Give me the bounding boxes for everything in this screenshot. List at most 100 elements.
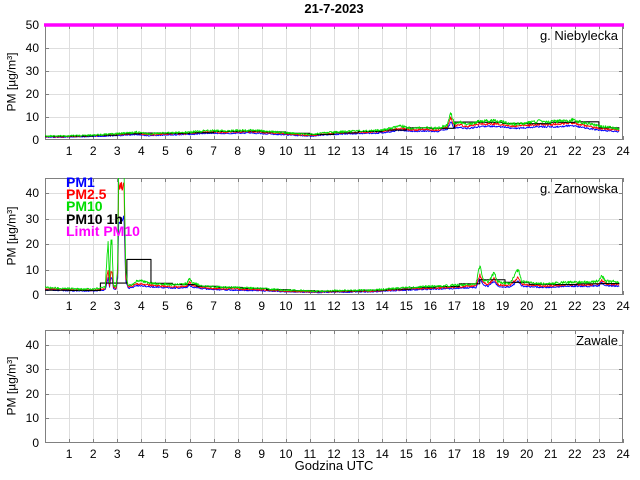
x-tick-label: 24 bbox=[616, 144, 630, 158]
station-label-niebylecka: g. Niebylecka bbox=[539, 28, 618, 43]
x-tick-label: 6 bbox=[186, 144, 193, 158]
x-tick-label: 14 bbox=[375, 447, 389, 461]
x-tick-label: 15 bbox=[399, 447, 413, 461]
x-tick-label: 20 bbox=[519, 447, 534, 461]
y-tick-label: 10 bbox=[25, 110, 39, 124]
y-axis-label-panel1: PM [µg/m³] bbox=[4, 52, 19, 112]
x-tick-label: 10 bbox=[279, 447, 293, 461]
station-label-zarnowska: g. Zarnowska bbox=[539, 181, 618, 196]
x-tick-label: 3 bbox=[113, 144, 121, 158]
y-tick-label: 20 bbox=[25, 87, 39, 101]
station-label-zawale: Zawale bbox=[576, 333, 618, 348]
x-tick-label: 13 bbox=[351, 144, 365, 158]
x-tick-label: 17 bbox=[447, 299, 462, 313]
x-tick-label: 8 bbox=[234, 144, 241, 158]
x-tick-label: 8 bbox=[234, 447, 241, 461]
x-tick-label: 8 bbox=[234, 299, 241, 313]
x-tick-label: 15 bbox=[399, 144, 413, 158]
x-tick-label: 4 bbox=[137, 299, 145, 313]
y-tick-label: 30 bbox=[25, 362, 39, 377]
y-tick-label: 10 bbox=[25, 262, 39, 277]
x-tick-label: 19 bbox=[495, 447, 510, 461]
x-tick-label: 5 bbox=[162, 144, 169, 158]
x-axis-label: Godzina UTC bbox=[294, 458, 374, 473]
x-tick-label: 5 bbox=[162, 447, 169, 461]
x-tick-label: 24 bbox=[616, 447, 630, 461]
x-tick-label: 5 bbox=[162, 299, 169, 313]
x-tick-label: 11 bbox=[303, 144, 317, 158]
x-tick-label: 12 bbox=[327, 447, 341, 461]
x-tick-label: 20 bbox=[519, 144, 534, 158]
y-tick-label: 40 bbox=[25, 186, 39, 201]
y-tick-label: 40 bbox=[25, 337, 39, 352]
x-tick-label: 9 bbox=[258, 447, 266, 461]
x-tick-label: 3 bbox=[113, 447, 121, 461]
y-tick-label: 0 bbox=[32, 436, 39, 450]
y-tick-label: 40 bbox=[25, 41, 39, 55]
x-tick-label: 23 bbox=[592, 299, 606, 313]
x-tick-label: 6 bbox=[186, 447, 193, 461]
legend: PM1 PM2.5 PM10 PM10 1h Limit PM10 bbox=[66, 174, 140, 239]
y-tick-label: 0 bbox=[32, 133, 39, 147]
x-tick-label: 22 bbox=[568, 299, 582, 313]
x-tick-label: 2 bbox=[89, 299, 97, 313]
x-tick-label: 12 bbox=[327, 299, 341, 313]
y-tick-label: 50 bbox=[25, 18, 39, 32]
legend-item-pm1: PM1 bbox=[66, 174, 95, 190]
x-tick-label: 18 bbox=[471, 447, 486, 461]
x-tick-label: 9 bbox=[258, 299, 266, 313]
x-tick-label: 22 bbox=[568, 447, 582, 461]
x-tick-label: 16 bbox=[423, 447, 437, 461]
x-tick-label: 11 bbox=[303, 447, 317, 461]
x-tick-label: 21 bbox=[544, 144, 558, 158]
x-tick-label: 18 bbox=[471, 299, 486, 313]
y-tick-label: 30 bbox=[25, 64, 39, 78]
x-tick-label: 11 bbox=[303, 299, 317, 313]
legend-item-pm2-5: PM2.5 bbox=[66, 186, 107, 203]
x-tick-label: 2 bbox=[89, 447, 97, 461]
x-tick-label: 4 bbox=[137, 447, 145, 461]
x-tick-label: 23 bbox=[592, 144, 606, 158]
y-tick-label: 20 bbox=[25, 237, 39, 252]
x-tick-label: 15 bbox=[399, 299, 413, 313]
legend-item-pm10: PM10 bbox=[66, 198, 103, 215]
legend-item-pm10-1h: PM10 1h bbox=[66, 210, 123, 227]
y-tick-label: 10 bbox=[25, 411, 39, 426]
legend-item-limit-pm10: Limit PM10 bbox=[66, 222, 140, 239]
chart-title: 21-7-2023 bbox=[304, 1, 364, 16]
x-tick-label: 21 bbox=[544, 447, 558, 461]
x-tick-label: 16 bbox=[423, 144, 437, 158]
x-tick-label: 16 bbox=[423, 299, 437, 313]
y-tick-label: 0 bbox=[32, 288, 39, 302]
x-tick-label: 21 bbox=[544, 299, 558, 313]
x-tick-label: 13 bbox=[351, 299, 365, 313]
x-tick-label: 14 bbox=[375, 144, 389, 158]
x-tick-label: 24 bbox=[616, 299, 630, 313]
x-tick-label: 1 bbox=[65, 144, 73, 158]
x-tick-label: 20 bbox=[519, 299, 534, 313]
x-tick-label: 19 bbox=[495, 299, 510, 313]
y-tick-label: 20 bbox=[25, 386, 39, 401]
x-tick-label: 3 bbox=[113, 299, 121, 313]
x-tick-label: 12 bbox=[327, 144, 341, 158]
x-tick-label: 7 bbox=[210, 144, 217, 158]
x-tick-label: 7 bbox=[210, 447, 217, 461]
x-tick-label: 10 bbox=[279, 299, 293, 313]
x-tick-label: 10 bbox=[279, 144, 293, 158]
x-tick-label: 17 bbox=[447, 447, 462, 461]
x-tick-label: 13 bbox=[351, 447, 365, 461]
x-tick-label: 22 bbox=[568, 144, 582, 158]
x-tick-label: 1 bbox=[65, 447, 73, 461]
x-tick-label: 19 bbox=[495, 144, 510, 158]
x-tick-label: 2 bbox=[89, 144, 97, 158]
x-tick-label: 23 bbox=[592, 447, 606, 461]
x-tick-label: 18 bbox=[471, 144, 486, 158]
x-tick-label: 14 bbox=[375, 299, 389, 313]
x-tick-label: 7 bbox=[210, 299, 217, 313]
x-tick-label: 17 bbox=[447, 144, 462, 158]
y-tick-label: 30 bbox=[25, 211, 39, 226]
x-tick-label: 1 bbox=[65, 299, 73, 313]
x-tick-label: 4 bbox=[137, 144, 145, 158]
